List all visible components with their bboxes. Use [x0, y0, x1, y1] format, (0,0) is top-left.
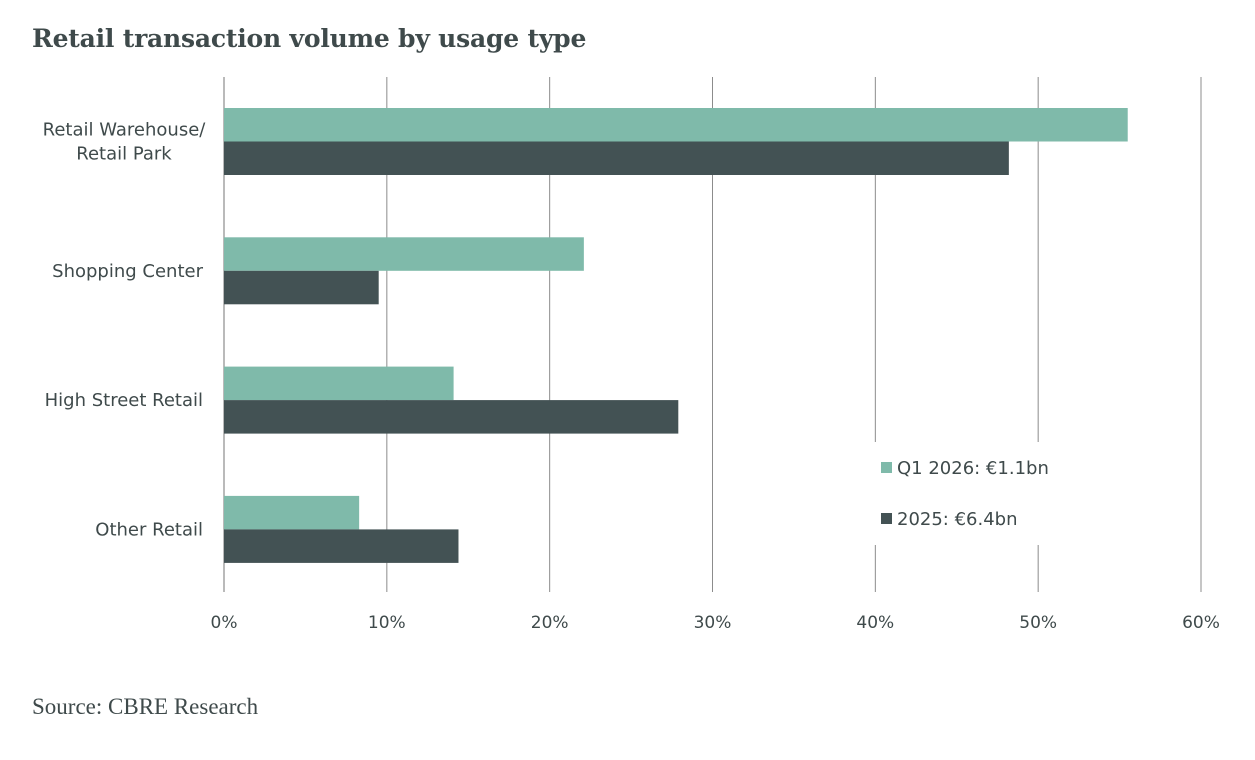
- category-label: Retail Warehouse/: [43, 120, 207, 141]
- bar: [224, 270, 379, 305]
- bar: [224, 108, 1128, 142]
- category-label: High Street Retail: [45, 390, 203, 411]
- legend: Q1 2026: €1.1bn 2025: €6.4bn: [881, 458, 1049, 530]
- chart-title: Retail transaction volume by usage type: [32, 24, 587, 53]
- x-tick-label: 50%: [1019, 613, 1057, 633]
- category-label: Other Retail: [95, 519, 203, 540]
- bar: [224, 366, 454, 401]
- category-label: Shopping Center: [52, 261, 203, 282]
- x-tick-label: 40%: [856, 613, 894, 633]
- bar: [224, 237, 584, 271]
- bar: [224, 400, 679, 434]
- x-tick-label: 10%: [368, 613, 406, 633]
- legend-swatch: [881, 462, 892, 473]
- axis-labels: 0% 10% 20% 30% 40% 50% 60% Retail Warehouse/Ret…: [43, 120, 1220, 634]
- bar: [224, 495, 360, 530]
- bars: [224, 108, 1128, 563]
- legend-label: 2025: €6.4bn: [897, 509, 1018, 530]
- x-tick-label: 60%: [1182, 613, 1220, 633]
- category-label: Retail Park: [76, 144, 172, 165]
- legend-label: Q1 2026: €1.1bn: [897, 458, 1049, 479]
- legend-swatch: [881, 513, 892, 524]
- x-tick-label: 30%: [694, 613, 732, 633]
- x-tick-label: 0%: [211, 613, 238, 633]
- x-tick-label: 20%: [531, 613, 569, 633]
- bar: [224, 529, 459, 563]
- bar: [224, 141, 1009, 175]
- source-note: Source: CBRE Research: [32, 694, 259, 719]
